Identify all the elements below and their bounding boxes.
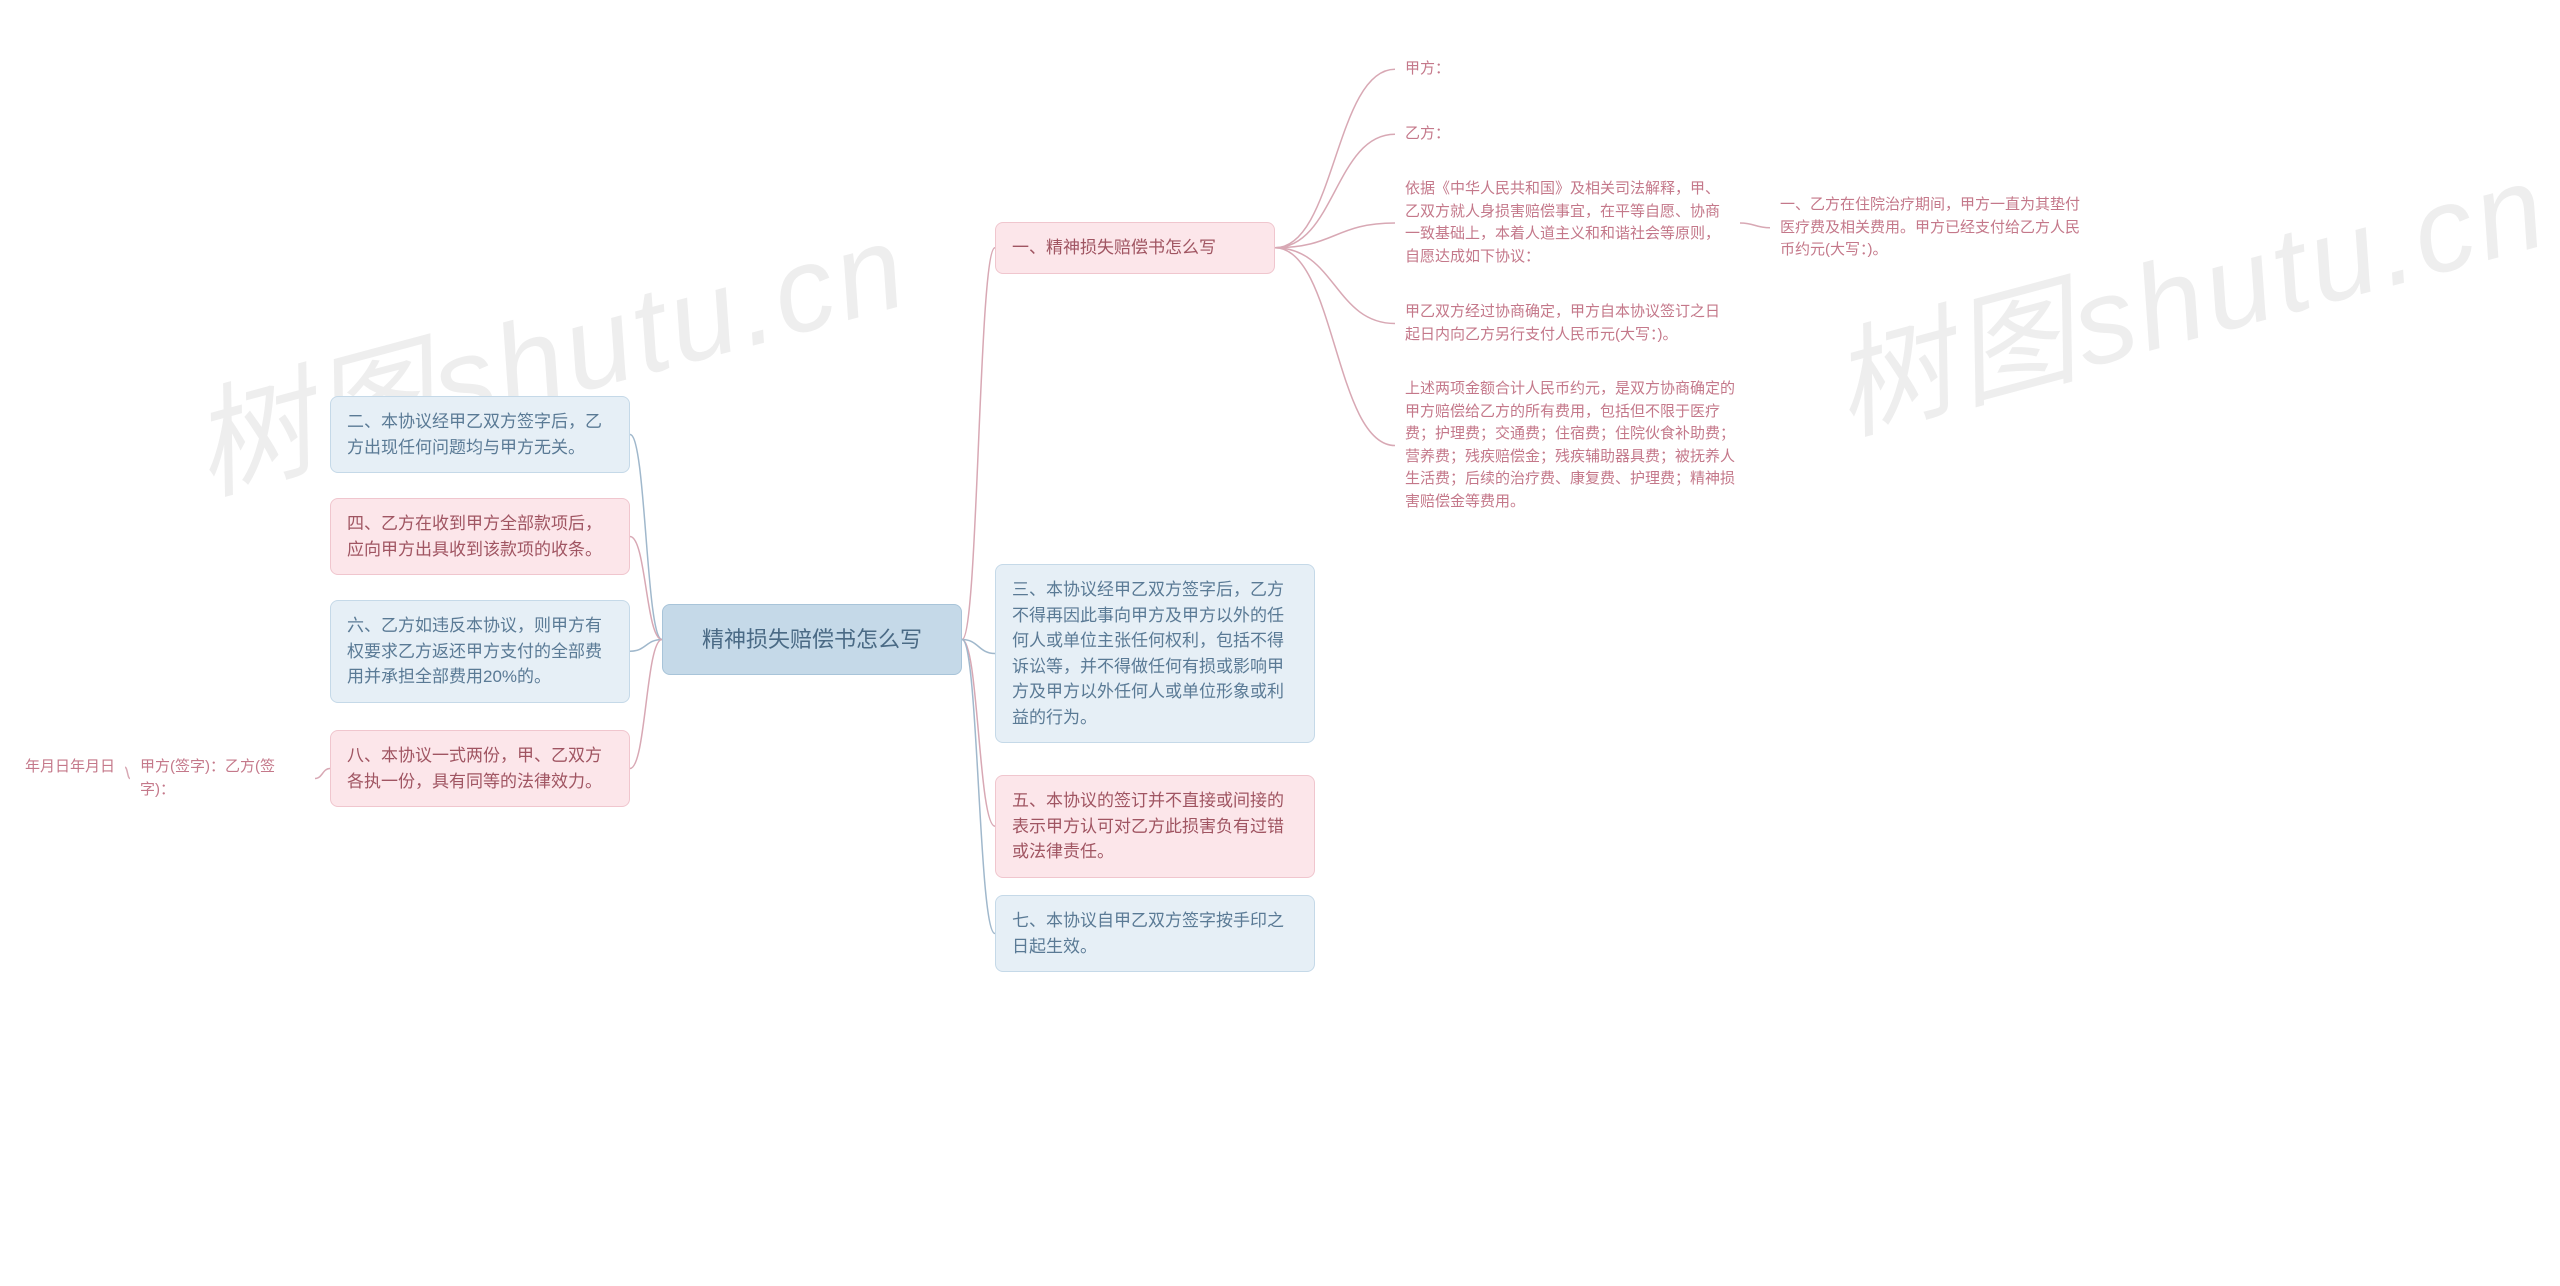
node-right-1[interactable]: 一、精神损失赔偿书怎么写 [995,222,1275,274]
node-right-7[interactable]: 七、本协议自甲乙双方签字按手印之日起生效。 [995,895,1315,972]
node-right-1-a[interactable]: 甲方： [1395,50,1475,89]
watermark-right: 树图shutu.cn [1810,108,2560,466]
root-node[interactable]: 精神损失赔偿书怎么写 [662,604,962,675]
node-right-3[interactable]: 三、本协议经甲乙双方签字后，乙方不得再因此事向甲方及甲方以外的任何人或单位主张任… [995,564,1315,743]
node-left-2[interactable]: 二、本协议经甲乙双方签字后，乙方出现任何问题均与甲方无关。 [330,396,630,473]
node-right-5[interactable]: 五、本协议的签订并不直接或间接的表示甲方认可对乙方此损害负有过错或法律责任。 [995,775,1315,878]
node-right-1-d[interactable]: 甲乙双方经过协商确定，甲方自本协议签订之日起日内向乙方另行支付人民币元(大写：)… [1395,293,1740,354]
mindmap-container: 树图shutu.cn 树图shutu.cn 精神损失赔偿书怎么写 二、本协议经甲… [0,0,2560,1286]
node-right-1-c[interactable]: 依据《中华人民共和国》及相关司法解释，甲、乙双方就人身损害赔偿事宜，在平等自愿、… [1395,170,1740,276]
node-right-1-c-sub[interactable]: 一、乙方在住院治疗期间，甲方一直为其垫付医疗费及相关费用。甲方已经支付给乙方人民… [1770,186,2090,270]
node-right-1-e[interactable]: 上述两项金额合计人民币约元，是双方协商确定的甲方赔偿给乙方的所有费用，包括但不限… [1395,370,1755,521]
node-left-8-sub2[interactable]: 年月日年月日 [15,748,125,787]
node-left-8[interactable]: 八、本协议一式两份，甲、乙双方各执一份，具有同等的法律效力。 [330,730,630,807]
node-left-8-sub[interactable]: 甲方(签字)：乙方(签字)： [130,748,315,809]
node-left-6[interactable]: 六、乙方如违反本协议，则甲方有权要求乙方返还甲方支付的全部费用并承担全部费用20… [330,600,630,703]
node-left-4[interactable]: 四、乙方在收到甲方全部款项后，应向甲方出具收到该款项的收条。 [330,498,630,575]
node-right-1-b[interactable]: 乙方： [1395,115,1475,154]
